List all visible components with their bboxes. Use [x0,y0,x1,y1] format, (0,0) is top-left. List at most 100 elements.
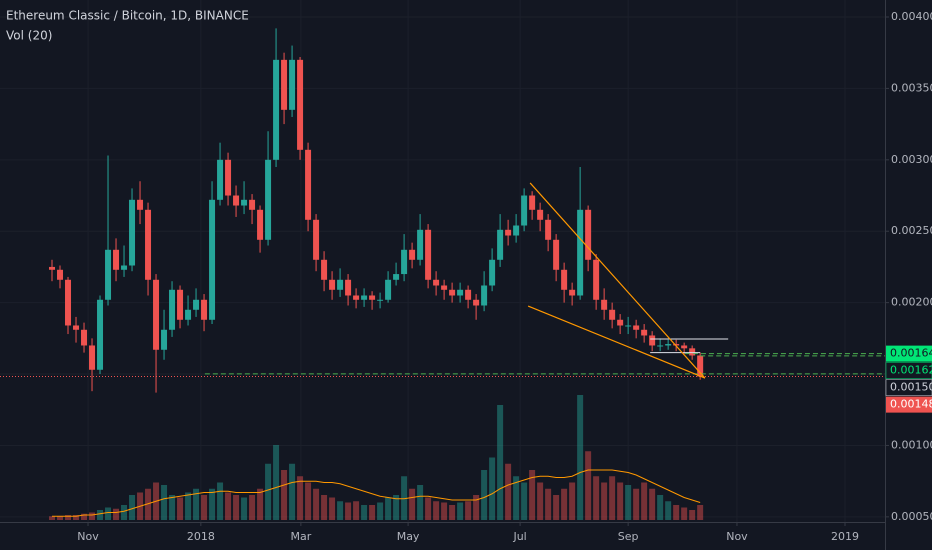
candle-body [585,209,592,260]
volume-bar [497,405,504,520]
volume-bar [249,495,256,520]
y-tick-label: 0.002000 [891,296,932,309]
candle-body [665,344,672,346]
y-tick-label: 0.001000 [891,438,932,451]
x-tick-label: Mar [290,530,311,543]
candle-body [393,274,400,280]
volume-bar [129,495,136,520]
candle-body [241,199,248,206]
y-tick-label: 0.003000 [891,153,932,166]
candle-body [433,279,440,286]
price-tag [886,345,932,362]
volume-bar [345,502,352,520]
price-tag [885,379,932,396]
candle-body [561,269,568,290]
y-tick-label: 0.004000 [891,10,932,23]
axes: 0.004000 0.003500 0.003000 0.002500 0.002000… [77,10,932,543]
volume-bar [577,395,584,520]
volume-bar [449,505,456,520]
volume-bar [545,488,552,520]
volume-bar [177,497,184,520]
volume-bar [625,485,632,520]
candle-body [481,285,488,306]
candle-body [321,259,328,280]
volume-bar [681,507,688,520]
volume-bar [305,482,312,520]
candle-body [401,249,408,275]
volume-bar [385,497,392,520]
x-tick-label: Sep [618,530,639,543]
volume-bar [593,476,600,520]
candle-body [657,345,664,347]
candle-body [201,299,208,320]
candle-body [609,309,616,320]
candle-body [689,348,696,356]
volume-bar [193,488,200,520]
candle-body [265,159,272,240]
candle-body [193,299,200,310]
volume-bar [649,488,656,520]
candle-body [473,299,480,306]
candle-body [353,295,360,300]
volume-bar [377,502,384,520]
candle-body [633,325,640,330]
volume-bar [217,482,224,520]
candle-body [225,159,232,196]
volume-bar [481,470,488,520]
candle-body [121,265,128,270]
candle-body [545,219,552,240]
candle-body [177,289,184,320]
volume-bar [641,482,648,520]
volume-bar [433,501,440,520]
candle-body [369,295,376,300]
volume-bar [201,495,208,520]
candle-body [457,289,464,296]
trend-line [529,182,706,379]
volume-bar [73,515,80,520]
candle-body [153,279,160,350]
candle-body [169,289,176,330]
candle-body [593,259,600,300]
candle-body [305,149,312,220]
volume-bar [145,488,152,520]
candle-body [105,249,112,300]
volume-bar [65,515,72,520]
price-tag [885,362,932,379]
volume-bar [89,512,96,520]
price-tag [886,396,932,413]
candle-body [505,229,512,236]
candle-body [97,299,104,370]
volume-bar [689,510,696,520]
volume-bar [585,451,592,520]
volume-bar [569,482,576,520]
volume-bar [121,505,128,520]
volume-bar [321,495,328,520]
candle-body [257,209,264,240]
candle-body [281,59,288,110]
volume-bar [417,485,424,520]
x-tick-label: Jul [512,530,526,543]
candle-body [233,195,240,206]
volume-bar [665,501,672,520]
x-tick-label: 2019 [831,530,859,543]
candle-body [337,279,344,290]
volume-bar [529,470,536,520]
candle-body [273,59,280,160]
candle-body [313,219,320,260]
y-tick-label: 0.003500 [891,81,932,94]
candle-body [185,309,192,320]
trend-line [527,305,706,379]
volume-bar [393,495,400,520]
price-tag-label: 0.001483 [890,398,932,411]
candle-body [553,239,560,270]
volume-bar [489,457,496,520]
volume-bar [561,488,568,520]
candle-body [489,259,496,286]
candle-body [113,249,120,270]
candle-body [209,199,216,320]
candle-body [249,199,256,210]
candle-body [89,345,96,370]
volume-bar [441,502,448,520]
